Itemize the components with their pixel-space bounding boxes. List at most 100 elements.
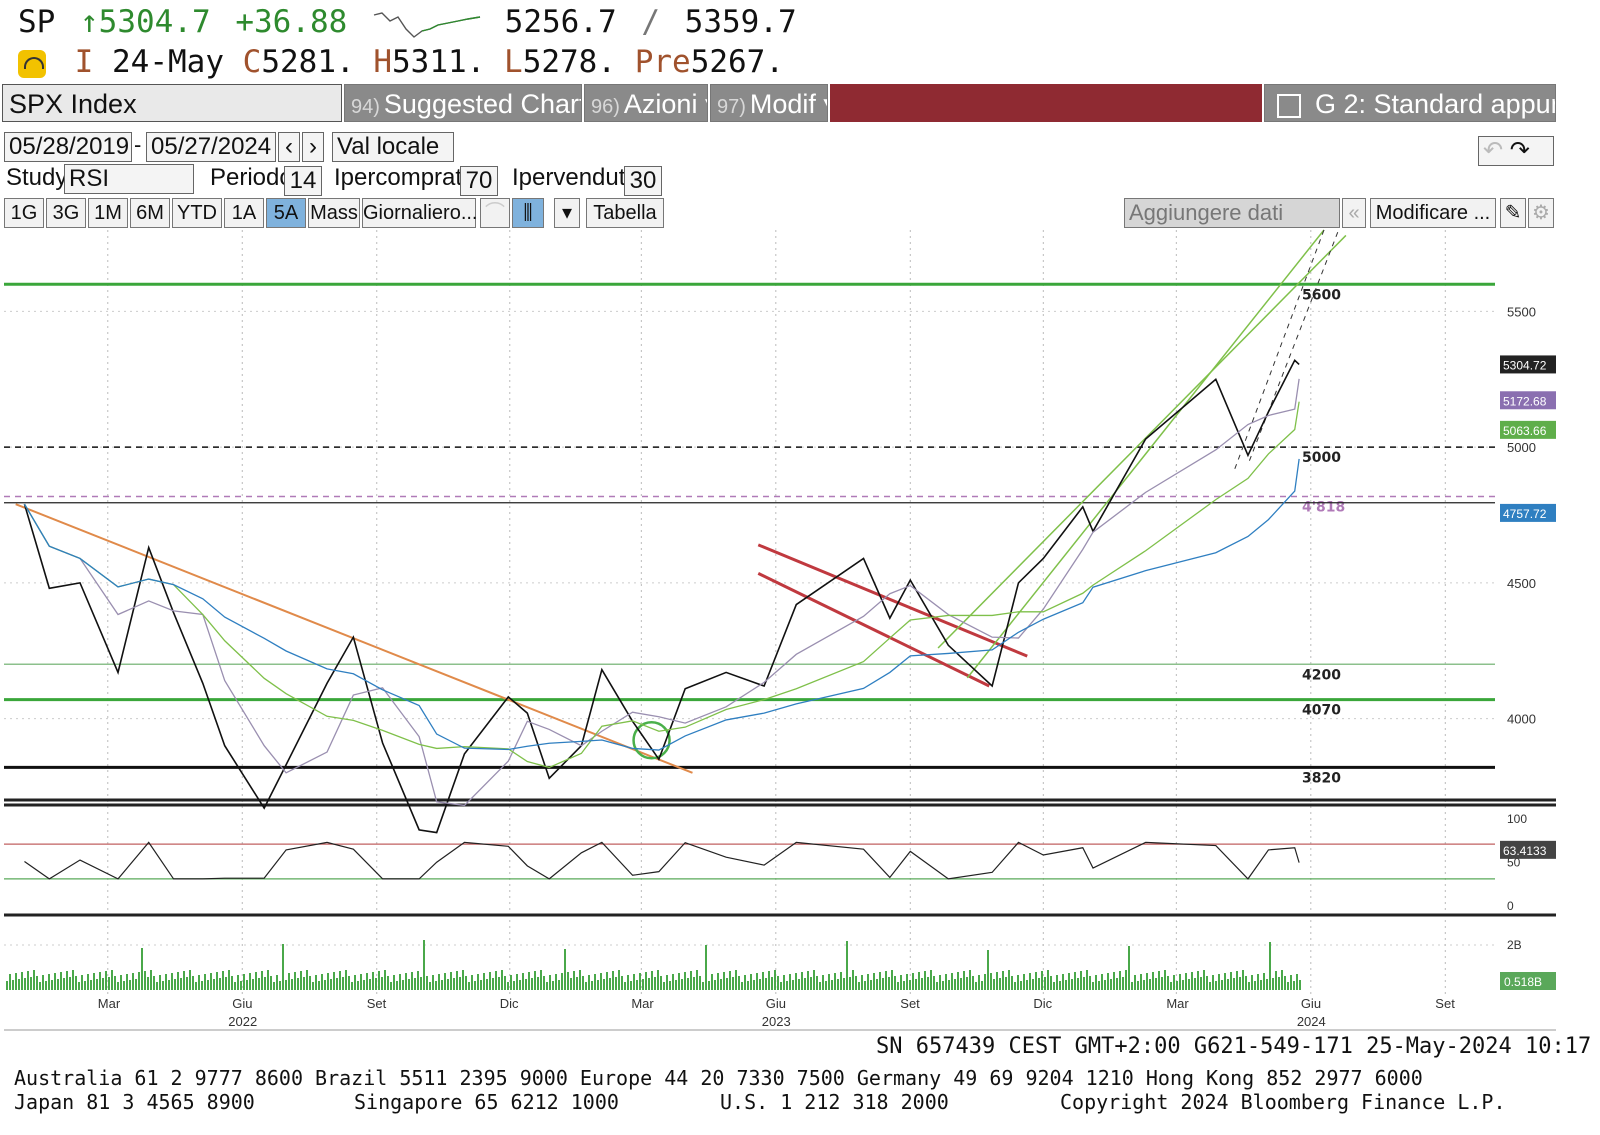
volume-bar bbox=[789, 974, 791, 990]
volume-bar bbox=[732, 977, 734, 990]
volume-bar bbox=[363, 980, 365, 990]
range-button-5a[interactable]: 5A bbox=[266, 198, 306, 228]
next-period-button[interactable]: › bbox=[302, 132, 324, 162]
modify-button[interactable]: Modificare ... bbox=[1370, 198, 1496, 228]
volume-bar bbox=[921, 978, 923, 990]
volume-bar bbox=[693, 977, 695, 990]
range-button-6m[interactable]: 6M bbox=[130, 198, 170, 228]
volume-bar bbox=[939, 975, 941, 990]
table-button[interactable]: Tabella bbox=[586, 198, 664, 228]
volume-bar bbox=[306, 970, 308, 990]
value-tag bbox=[1500, 355, 1556, 374]
year-label: 2023 bbox=[762, 1014, 791, 1029]
redo-icon[interactable]: ↷ bbox=[1509, 137, 1530, 164]
volume-bar bbox=[1227, 979, 1229, 990]
volume-bar bbox=[201, 981, 203, 990]
date-from-field[interactable]: 05/28/2019 bbox=[4, 132, 132, 162]
range-button-1a[interactable]: 1A bbox=[224, 198, 264, 228]
volume-bar bbox=[714, 980, 716, 990]
range-button-3g[interactable]: 3G bbox=[46, 198, 86, 228]
volume-bar bbox=[1182, 980, 1184, 990]
range-button-ytd[interactable]: YTD bbox=[172, 198, 222, 228]
volume-bar bbox=[978, 975, 980, 990]
overbought-input[interactable]: 70 bbox=[460, 166, 498, 196]
volume-bar bbox=[165, 974, 167, 990]
volume-bar bbox=[171, 973, 173, 990]
volume-bar bbox=[702, 982, 704, 990]
volume-bar bbox=[501, 970, 503, 990]
range-button-1m[interactable]: 1M bbox=[88, 198, 128, 228]
volume-bar bbox=[69, 977, 71, 990]
add-data-input[interactable]: Aggiungere dati bbox=[1124, 198, 1340, 228]
volume-bar bbox=[651, 971, 653, 990]
edit-icon[interactable]: ✎ bbox=[1500, 198, 1526, 228]
projection-line bbox=[1234, 229, 1325, 470]
oversold-input[interactable]: 30 bbox=[624, 166, 662, 196]
volume-bar bbox=[177, 972, 179, 990]
volume-bar bbox=[426, 976, 428, 990]
layout-selector[interactable]: G 2: Standard appunti bbox=[1264, 84, 1556, 122]
volume-bar bbox=[708, 981, 710, 990]
volume-bar bbox=[933, 976, 935, 990]
speedometer-icon[interactable] bbox=[18, 49, 46, 78]
volume-bar bbox=[1281, 970, 1283, 990]
volume-bar bbox=[792, 980, 794, 990]
line-chart-icon[interactable]: ⌒ bbox=[480, 198, 510, 228]
layout-label: G 2: Standard appunti bbox=[1315, 89, 1556, 119]
volume-bar bbox=[1203, 970, 1205, 990]
date-to-field[interactable]: 05/27/2024 bbox=[146, 132, 276, 162]
volume-bar bbox=[1272, 978, 1274, 990]
volume-bar bbox=[18, 979, 20, 990]
volume-bar bbox=[288, 973, 290, 990]
period-input[interactable]: 14 bbox=[284, 166, 322, 196]
volume-bar bbox=[705, 945, 707, 990]
volume-bar bbox=[717, 973, 719, 990]
collapse-icon[interactable]: « bbox=[1342, 198, 1366, 228]
volume-bar bbox=[1131, 982, 1133, 990]
undo-redo-buttons[interactable]: ↶ ↷ bbox=[1478, 136, 1554, 166]
bar-chart-icon[interactable]: ⫼ bbox=[512, 198, 544, 228]
chart-type-dropdown-icon[interactable]: ▾ bbox=[554, 198, 580, 228]
projection-line bbox=[1248, 229, 1340, 461]
volume-bar bbox=[1095, 975, 1097, 990]
modif-menu[interactable]: 97)Modif ▾ bbox=[710, 84, 828, 122]
volume-bar bbox=[30, 977, 32, 990]
volume-bar bbox=[108, 977, 110, 990]
security-field[interactable]: SPX Index bbox=[2, 84, 342, 122]
x-tick-label: Set bbox=[1435, 996, 1455, 1011]
volume-bar bbox=[834, 973, 836, 990]
frequency-select[interactable]: Giornaliero... bbox=[362, 198, 478, 228]
range-button-mass[interactable]: Mass bbox=[308, 198, 360, 228]
quote-header: SP ↑5304.7 +36.88 5256.7 / 5359.7 bbox=[18, 4, 803, 40]
volume-bar bbox=[96, 979, 98, 990]
volume-bar bbox=[36, 976, 38, 990]
volume-bar bbox=[282, 944, 284, 990]
study-select[interactable]: RSI bbox=[64, 164, 194, 194]
study-label: Study bbox=[6, 164, 68, 191]
volume-bar bbox=[45, 981, 47, 990]
volume-bar bbox=[816, 976, 818, 990]
undo-icon[interactable]: ↶ bbox=[1483, 137, 1504, 164]
range-button-1g[interactable]: 1G bbox=[4, 198, 44, 228]
volume-bar bbox=[1269, 942, 1271, 990]
low-value: 5278. bbox=[522, 44, 617, 80]
volume-bar bbox=[1263, 973, 1265, 990]
volume-bar bbox=[840, 972, 842, 990]
prev-period-button[interactable]: ‹ bbox=[278, 132, 300, 162]
price-tick-label: 5000 bbox=[1507, 440, 1536, 455]
volume-bar bbox=[855, 976, 857, 990]
settings-gear-icon[interactable]: ⚙ bbox=[1528, 198, 1554, 228]
currency-select[interactable]: Val locale bbox=[332, 132, 454, 162]
volume-bar bbox=[561, 973, 563, 990]
volume-bar bbox=[618, 970, 620, 990]
volume-bar bbox=[1011, 976, 1013, 990]
volume-bar bbox=[15, 973, 17, 990]
azioni-menu[interactable]: 96)Azioni ▾ bbox=[584, 84, 708, 122]
volume-bar bbox=[1251, 975, 1253, 990]
suggested-charts-menu[interactable]: 94)Suggested Charts ▾ bbox=[344, 84, 582, 122]
volume-bar bbox=[1215, 981, 1217, 990]
volume-bar bbox=[924, 971, 926, 990]
volume-bar bbox=[735, 970, 737, 990]
x-tick-label: Mar bbox=[1166, 996, 1189, 1011]
